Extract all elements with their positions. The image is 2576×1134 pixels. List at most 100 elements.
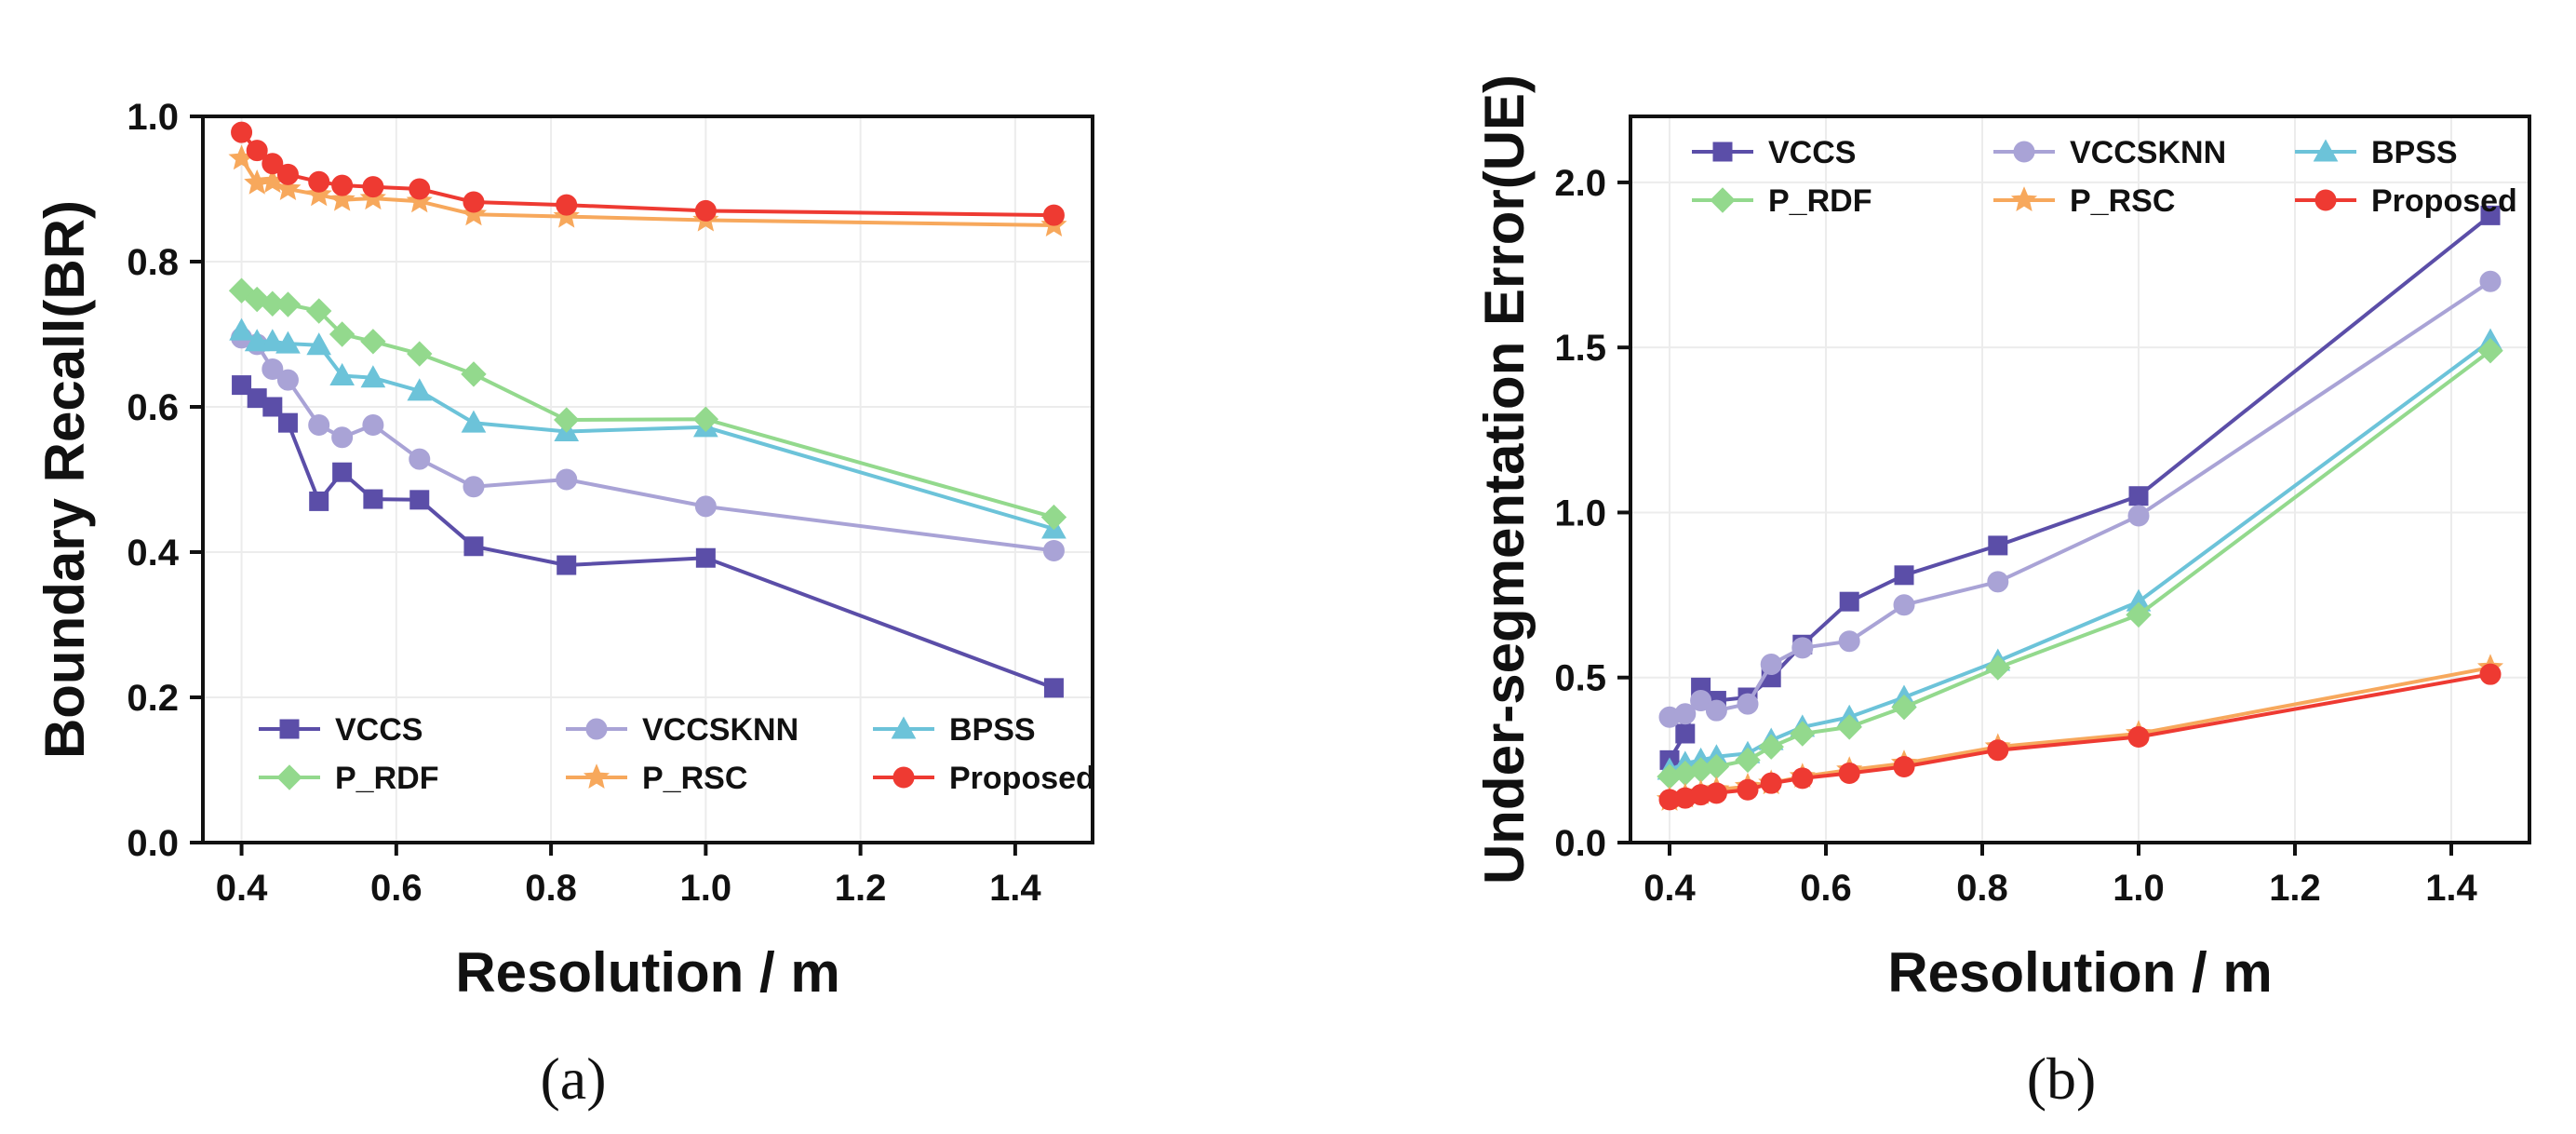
- chart-b-y-axis-title: Under-segmentation Error(UE): [1473, 74, 1536, 884]
- chart-b-y-tick-label-1: 0.5: [1554, 658, 1606, 699]
- chart-a-line-vccsknn: [240, 336, 1054, 553]
- chart-b-series-vccs: [1659, 205, 2501, 770]
- chart-b-legend-item-vccsknn: VCCSKNN: [1993, 135, 2226, 170]
- chart-a-point-vccs-9: [557, 555, 577, 575]
- chart-a-point-proposed-8: [463, 191, 485, 213]
- chart-a-point-bpss-2: [260, 329, 286, 352]
- chart-b-x-tick-label-0: 0.4: [1644, 868, 1696, 909]
- chart-a-point-vccsknn-3: [276, 369, 299, 391]
- chart-a-point-vccsknn-11: [1042, 539, 1065, 561]
- chart-b-plot-frame: [1629, 115, 2531, 844]
- chart-b-point-proposed-8: [1893, 755, 1915, 777]
- chart-b-point-p-rdf-10: [2126, 601, 2152, 628]
- chart-a-series-p-rsc: [228, 144, 1067, 236]
- chart-a-point-bpss-6: [360, 365, 386, 388]
- chart-b-legend-item-bpss: BPSS: [2295, 135, 2458, 170]
- chart-b-legend-marker-vccs: [1712, 142, 1733, 162]
- chart-a-point-vccsknn-5: [331, 426, 354, 449]
- chart-b-point-p-rdf-9: [1985, 655, 2011, 681]
- chart-a-point-p-rdf-6: [360, 329, 386, 355]
- chart-a-point-proposed-9: [556, 194, 578, 216]
- chart-b-x-tick-label-3: 1.0: [2113, 868, 2165, 909]
- chart-b-legend-marker-p-rdf: [1710, 187, 1736, 213]
- chart-a-point-proposed-2: [262, 153, 284, 175]
- chart-b-point-proposed-7: [1838, 763, 1860, 785]
- chart-b-grid: [1630, 116, 2529, 844]
- chart-a-legend-marker-proposed: [892, 766, 915, 789]
- chart-a-point-proposed-10: [694, 199, 717, 222]
- chart-b-point-vccs-1: [1675, 723, 1696, 744]
- chart-a-lines: [228, 121, 1067, 698]
- chart-b-legend-item-p-rdf: P_RDF: [1692, 183, 1872, 219]
- chart-b-point-vccsknn-2: [1690, 690, 1712, 712]
- chart-b-point-vccsknn-5: [1760, 654, 1782, 676]
- chart-b-point-p-rdf-7: [1836, 714, 1862, 740]
- chart-b-point-vccsknn-3: [1705, 699, 1727, 722]
- chart-a-point-p-rsc-5: [329, 185, 356, 211]
- chart-b-point-vccsknn-6: [1791, 637, 1814, 659]
- chart-a-legend-item-p-rsc: P_RSC: [566, 761, 747, 796]
- chart-a-point-vccs-10: [695, 547, 716, 568]
- chart-a-point-vccsknn-9: [556, 468, 578, 491]
- chart-b-legend-marker-proposed: [2314, 189, 2337, 211]
- chart-b-legend-item-p-rsc: P_RSC: [1993, 183, 2175, 219]
- chart-a-point-p-rsc-8: [460, 200, 488, 226]
- chart-a-point-vccsknn-7: [409, 448, 431, 470]
- chart-b-series-proposed: [1658, 663, 2502, 811]
- chart-b-line-bpss: [1669, 339, 2492, 772]
- chart-a-point-vccsknn-6: [362, 414, 384, 436]
- chart-a-x-tick-label-3: 1.0: [680, 868, 732, 909]
- chart-a-legend-marker-bpss: [891, 716, 917, 739]
- chart-b-y-tick-label-2: 1.0: [1554, 493, 1606, 533]
- chart-b-point-vccs-10: [2128, 486, 2149, 506]
- chart-a-point-bpss-7: [407, 378, 433, 401]
- chart-b-point-vccsknn-1: [1674, 703, 1697, 725]
- chart-b-point-proposed-4: [1737, 778, 1759, 801]
- chart-a-x-tick-label-0: 0.4: [216, 868, 268, 909]
- chart-b-point-p-rdf-5: [1758, 734, 1784, 760]
- chart-a-x-tick-label-5: 1.4: [989, 868, 1041, 909]
- chart-a-x-tick-label-2: 0.8: [525, 868, 577, 909]
- chart-a-point-proposed-3: [276, 163, 299, 185]
- chart-b-point-vccsknn-10: [2127, 505, 2150, 527]
- chart-a-caption: (a): [540, 1046, 606, 1112]
- chart-b-legend-label-proposed: Proposed: [2371, 183, 2517, 219]
- chart-a-legend-item-bpss: BPSS: [873, 712, 1036, 748]
- chart-b-point-proposed-10: [2127, 726, 2150, 749]
- chart-a-point-vccsknn-8: [463, 476, 485, 498]
- chart-b-series-bpss: [1657, 328, 2503, 780]
- chart-a-point-vccs-7: [409, 490, 430, 510]
- chart-a-point-proposed-5: [331, 174, 354, 196]
- chart-a-point-proposed-7: [409, 178, 431, 200]
- chart-b-x-tick-label-5: 1.4: [2425, 868, 2477, 909]
- chart-b-point-p-rdf-6: [1790, 721, 1816, 747]
- chart-a-point-p-rdf-7: [407, 341, 433, 367]
- chart-a-legend-label-vccsknn: VCCSKNN: [642, 712, 798, 748]
- chart-b-point-vccsknn-8: [1893, 594, 1915, 616]
- chart-b-point-p-rdf-4: [1735, 747, 1761, 774]
- chart-a-y-axis-title: Boundary Recall(BR): [34, 200, 96, 759]
- chart-b-legend-marker-p-rsc: [2010, 186, 2038, 211]
- chart-a-series-p-rdf: [228, 277, 1067, 531]
- chart-a-line-proposed: [240, 130, 1054, 218]
- chart-a-series-vccsknn: [231, 327, 1065, 561]
- chart-a-legend-item-vccsknn: VCCSKNN: [566, 712, 798, 748]
- chart-a-point-vccs-5: [332, 462, 353, 482]
- chart-b-ticks: 0.4 0.6 0.8 1.0 1.2 1.4 0.0 0.5 1.0 1.5 2.0: [1554, 163, 2477, 909]
- chart-b-y-tick-label-3: 1.5: [1554, 328, 1606, 369]
- chart-a-series-proposed: [231, 121, 1065, 226]
- chart-b-x-axis-title: Resolution / m: [1887, 941, 2272, 1004]
- chart-b-legend-label-bpss: BPSS: [2371, 135, 2458, 170]
- chart-b-legend: VCCS VCCSKNN BPSS P_RDF P_RSC Proposed: [1692, 135, 2517, 219]
- chart-a-legend-label-proposed: Proposed: [949, 761, 1095, 796]
- chart-a-y-tick-label-0: 0.0: [127, 823, 179, 864]
- chart-b-y-tick-label-0: 0.0: [1554, 823, 1606, 864]
- chart-b-point-proposed-9: [1987, 739, 2009, 762]
- chart-a-y-tick-label-2: 0.4: [127, 533, 179, 574]
- chart-a-series-vccs: [232, 375, 1064, 698]
- chart-a-point-vccs-4: [309, 491, 329, 511]
- chart-a-legend-item-p-rdf: P_RDF: [259, 761, 438, 796]
- chart-a-x-tick-label-1: 0.6: [370, 868, 423, 909]
- chart-b-point-vccsknn-7: [1838, 630, 1860, 653]
